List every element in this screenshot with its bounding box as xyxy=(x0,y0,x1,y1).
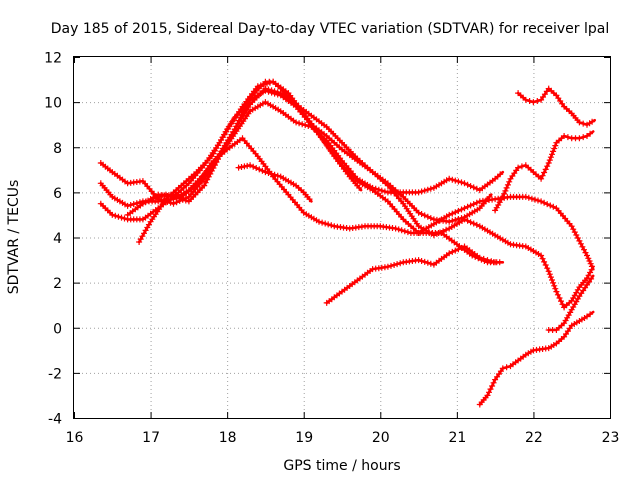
series-markers xyxy=(545,275,595,333)
series-markers xyxy=(515,85,596,128)
series-markers xyxy=(492,130,594,214)
plot-frame xyxy=(73,56,611,419)
series-markers xyxy=(323,243,499,306)
series-s11 xyxy=(515,85,597,128)
x-tick-label: 22 xyxy=(525,430,543,446)
x-tick-label: 16 xyxy=(66,430,84,446)
x-tick-label: 20 xyxy=(372,430,390,446)
x-tick-label: 23 xyxy=(602,430,620,446)
y-tick-label: 12 xyxy=(44,51,62,67)
y-tick-label: -4 xyxy=(48,412,62,428)
series-line xyxy=(149,136,505,264)
grid-lines xyxy=(74,57,610,418)
y-tick-label: -2 xyxy=(48,366,62,382)
series-line xyxy=(237,164,313,203)
x-tick-label: 19 xyxy=(295,430,313,446)
y-tick-labels: -4 -2 0 2 4 6 8 10 12 xyxy=(44,51,62,428)
series-markers xyxy=(476,311,594,408)
chart-title: Day 185 of 2015, Sidereal Day-to-day VTE… xyxy=(51,21,609,37)
series-s7 xyxy=(235,162,313,203)
series-layer xyxy=(97,78,597,408)
x-tick-label: 17 xyxy=(142,430,160,446)
y-tick-label: 10 xyxy=(44,96,62,112)
series-s4 xyxy=(136,78,363,245)
series-s6 xyxy=(147,135,505,266)
y-tick-label: 2 xyxy=(53,276,62,292)
y-tick-label: 8 xyxy=(53,141,62,157)
series-line xyxy=(99,89,595,271)
axis-ticks xyxy=(74,57,611,419)
series-line xyxy=(478,310,595,406)
series-s12 xyxy=(492,130,595,214)
series-markers xyxy=(147,135,503,266)
y-tick-label: 4 xyxy=(53,231,62,247)
series-markers xyxy=(235,162,313,203)
series-s10 xyxy=(545,274,595,333)
series-s8 xyxy=(323,243,501,306)
series-s1 xyxy=(97,87,595,271)
x-tick-label: 18 xyxy=(219,430,237,446)
series-markers xyxy=(97,87,595,270)
x-tick-labels: 16 17 18 19 20 21 22 23 xyxy=(66,430,620,446)
y-tick-label: 6 xyxy=(53,186,62,202)
y-axis-label: SDTVAR / TECUs xyxy=(6,180,22,295)
y-tick-label: 0 xyxy=(53,321,62,337)
series-s9 xyxy=(476,310,595,408)
x-tick-label: 21 xyxy=(448,430,466,446)
x-axis-label: GPS time / hours xyxy=(283,458,400,474)
